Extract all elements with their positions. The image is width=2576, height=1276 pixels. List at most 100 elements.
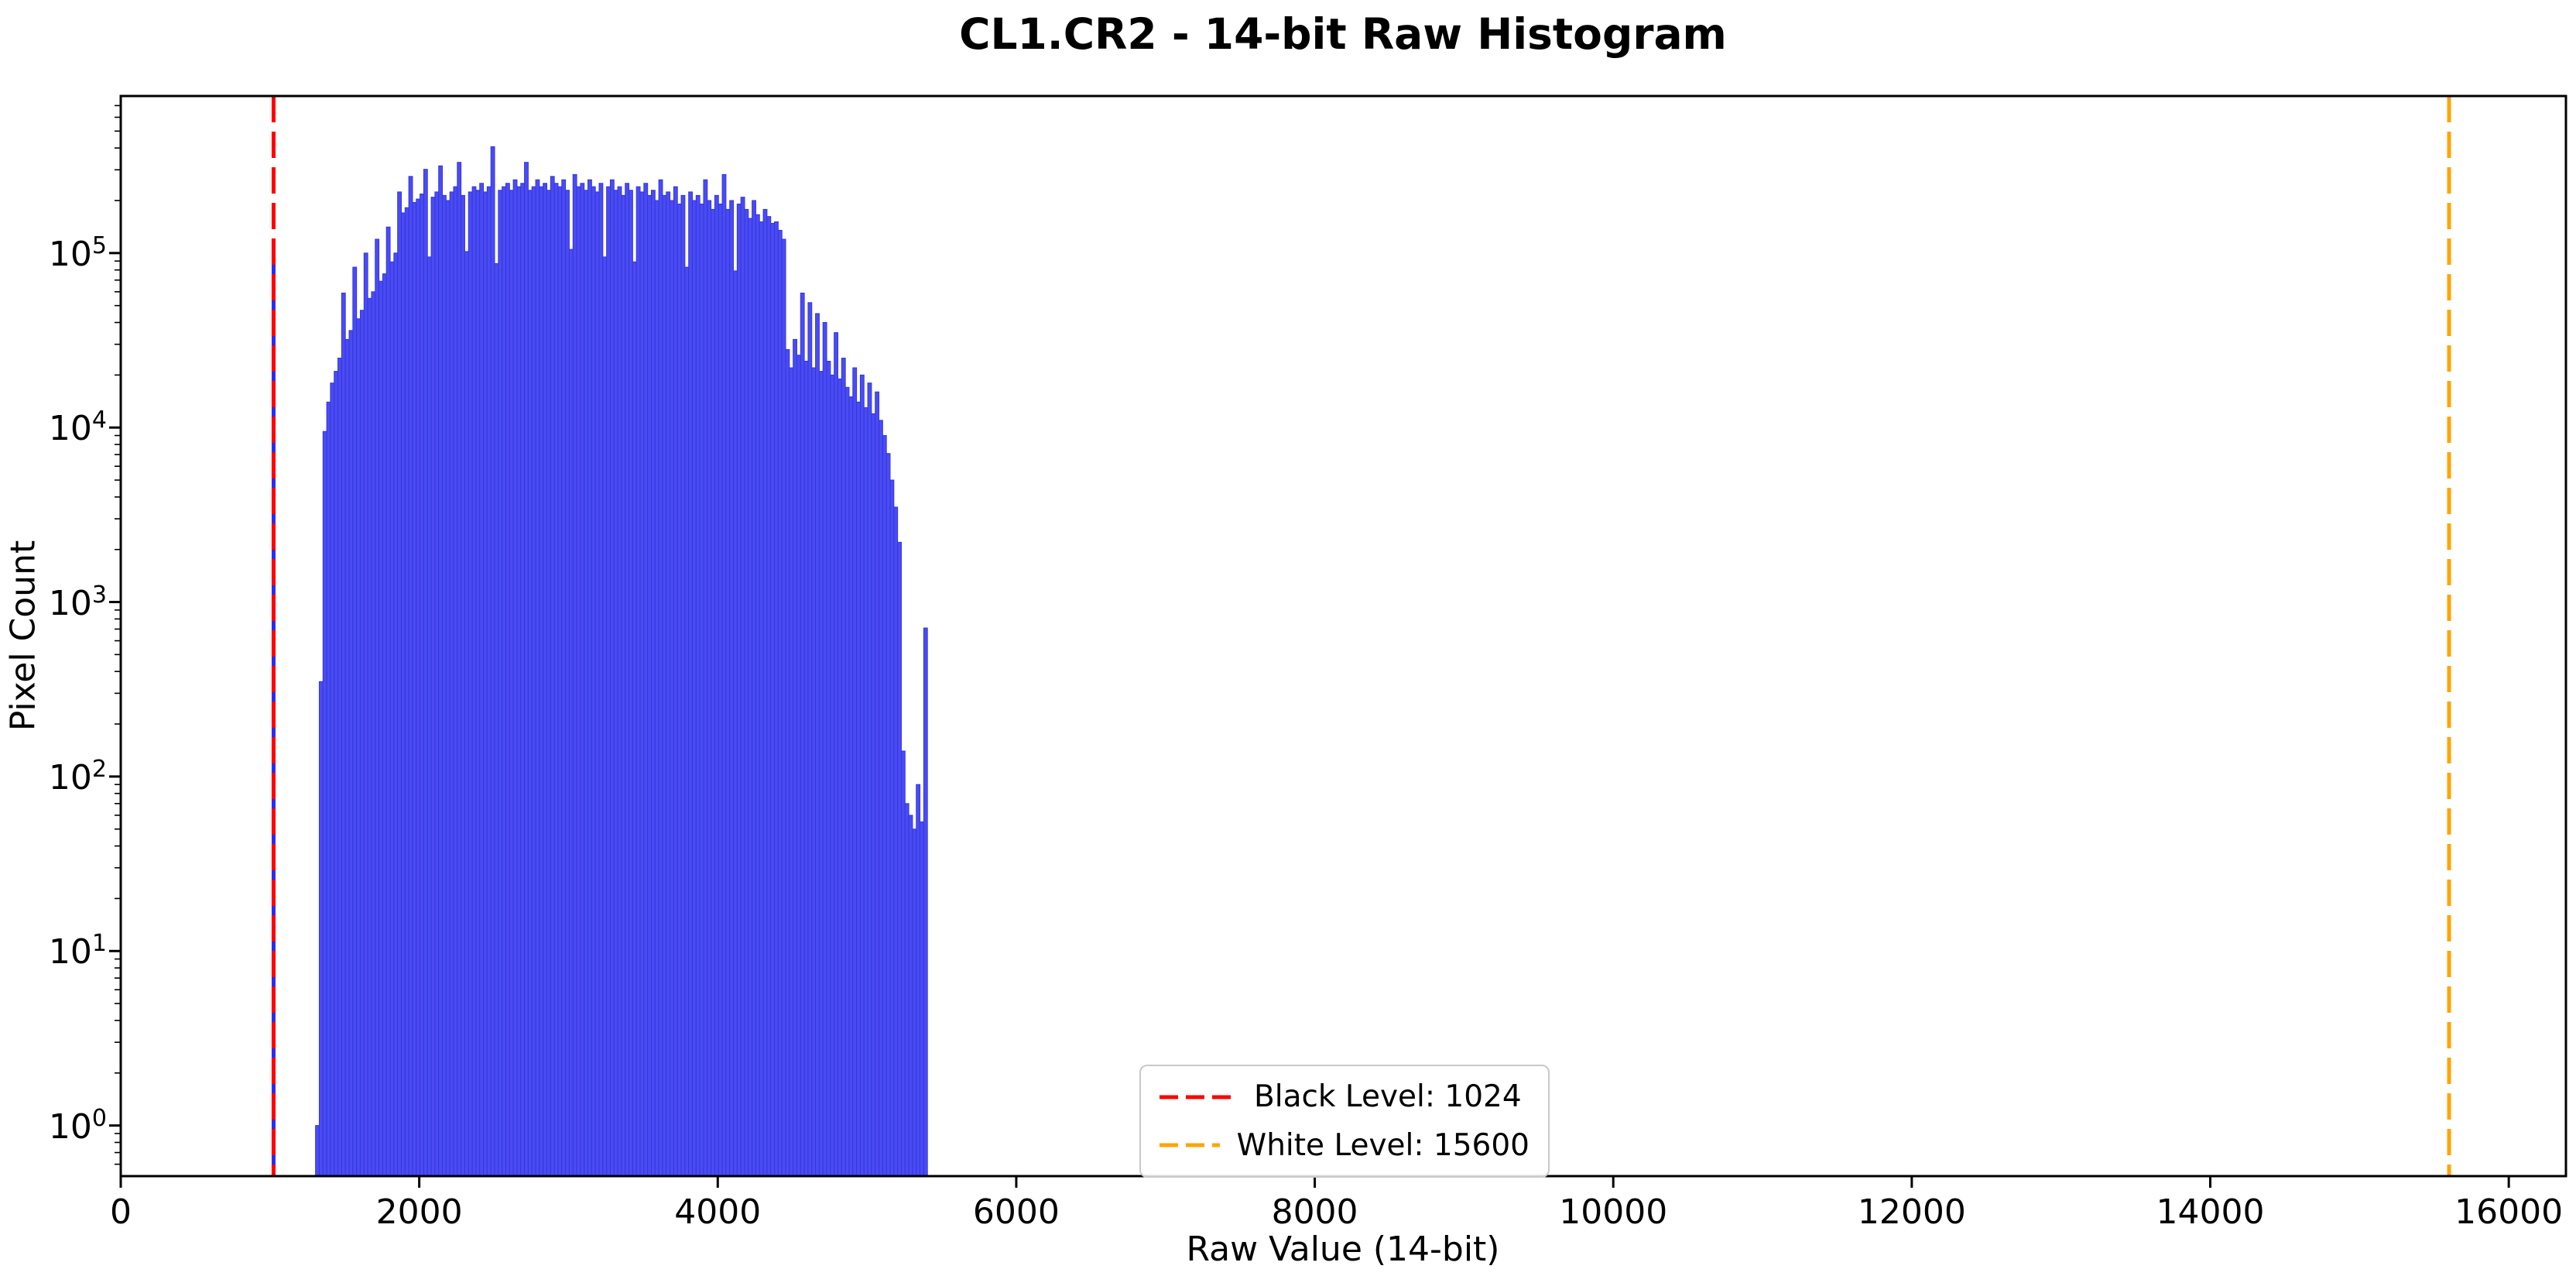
histogram-bar [766, 216, 772, 1177]
histogram-bar [879, 420, 883, 1177]
histogram-bar [389, 261, 395, 1177]
histogram-bar [684, 266, 690, 1177]
histogram-bar [344, 338, 350, 1177]
histogram-bar [774, 221, 779, 1177]
histogram-bar [785, 348, 790, 1177]
histogram-bar [315, 1125, 320, 1177]
histogram-bar [550, 176, 555, 1177]
histogram-bar [856, 401, 861, 1177]
histogram-bar [807, 302, 813, 1177]
y-tick-label: 101 [48, 930, 107, 972]
histogram-bar [654, 200, 659, 1177]
histogram-bar [629, 190, 633, 1177]
histogram-bar [546, 190, 551, 1177]
histogram-bar [475, 190, 481, 1177]
histogram-bar [598, 183, 604, 1177]
histogram-bar [565, 190, 570, 1177]
histogram-bar [557, 186, 563, 1177]
histogram-bar [714, 194, 719, 1177]
histogram-bar [434, 191, 440, 1177]
histogram-bar [430, 197, 436, 1177]
histogram-bar [322, 430, 327, 1177]
histogram-bar [688, 191, 694, 1177]
histogram-bar [826, 361, 831, 1177]
chart-title: CL1.CR2 - 14-bit Raw Histogram [959, 9, 1727, 59]
histogram-bar [908, 815, 913, 1177]
legend-label: Black Level: 1024 [1254, 1079, 1522, 1115]
histogram-bar [352, 266, 358, 1177]
histogram-bar [591, 186, 596, 1177]
histogram-bar [426, 256, 432, 1177]
histogram-bar [442, 194, 447, 1177]
histogram-bar [539, 186, 544, 1177]
histogram-bar [341, 292, 346, 1177]
histogram-bar [632, 261, 637, 1177]
histogram-bar [363, 252, 368, 1177]
legend-label: White Level: 15600 [1236, 1127, 1530, 1163]
histogram-bar [875, 391, 880, 1177]
histogram-bar [803, 361, 809, 1177]
histogram-bar [527, 190, 533, 1177]
x-tick-label: 8000 [1271, 1192, 1358, 1232]
histogram-bar [318, 681, 324, 1177]
x-tick-label: 2000 [375, 1192, 463, 1232]
histogram-bar [838, 378, 842, 1177]
histogram-bar [572, 173, 577, 1177]
histogram-bar [330, 382, 335, 1177]
histogram-bar [408, 176, 413, 1177]
histogram-bar [568, 249, 574, 1177]
histogram-bar [457, 162, 462, 1177]
histogram-bar [818, 371, 824, 1177]
histogram-bar [736, 203, 742, 1177]
histogram-bar [512, 179, 518, 1177]
histogram-bar [385, 226, 391, 1177]
x-tick-label: 4000 [674, 1192, 762, 1232]
histogram-bar [707, 200, 712, 1177]
histogram-bar [793, 338, 797, 1177]
histogram-bar [468, 191, 473, 1177]
y-tick-label: 105 [48, 232, 107, 274]
histogram-bar [625, 183, 630, 1177]
histogram-bar [498, 190, 503, 1177]
y-axis-label: Pixel Count [3, 540, 43, 732]
histogram-bar [718, 203, 723, 1177]
histogram-bar [834, 332, 839, 1177]
histogram-bar [553, 183, 559, 1177]
histogram-bar [621, 194, 626, 1177]
histogram-bar [543, 183, 548, 1177]
y-tick-label: 100 [48, 1104, 107, 1147]
legend-box: Black Level: 1024 White Level: 15600 [1139, 1065, 1550, 1178]
histogram-bar [882, 435, 887, 1177]
histogram-bar [841, 358, 846, 1177]
x-tick-label: 10000 [1559, 1192, 1668, 1232]
histogram-bar [367, 297, 372, 1177]
histogram-bar [379, 280, 383, 1177]
histogram-bar [830, 374, 835, 1177]
histogram-bar [748, 218, 753, 1177]
histogram-bar [670, 200, 674, 1177]
histogram-bar [617, 186, 622, 1177]
histogram-bar [438, 165, 444, 1177]
histogram-bar [412, 201, 417, 1177]
histogram-bar [916, 784, 921, 1177]
legend-item-white-level: White Level: 15600 [1160, 1128, 1530, 1163]
histogram-bar [359, 310, 365, 1177]
x-tick-label: 0 [110, 1192, 132, 1232]
histogram-bar [871, 413, 876, 1177]
histogram-bar [609, 179, 615, 1177]
histogram-bar [356, 318, 361, 1177]
histogram-bar [666, 191, 671, 1177]
histogram-bar [889, 479, 895, 1177]
histogram-bar [725, 208, 731, 1177]
histogram-bar [900, 750, 906, 1177]
histogram-bar [479, 183, 485, 1177]
histogram-bar [516, 186, 522, 1177]
histogram-bar [673, 186, 678, 1177]
y-tick-label: 104 [48, 406, 107, 449]
histogram-bar [796, 355, 801, 1177]
x-tick-label: 12000 [1857, 1192, 1966, 1232]
histogram-bar [897, 541, 902, 1177]
histogram-bar [733, 270, 738, 1177]
histogram-bar [483, 191, 488, 1177]
